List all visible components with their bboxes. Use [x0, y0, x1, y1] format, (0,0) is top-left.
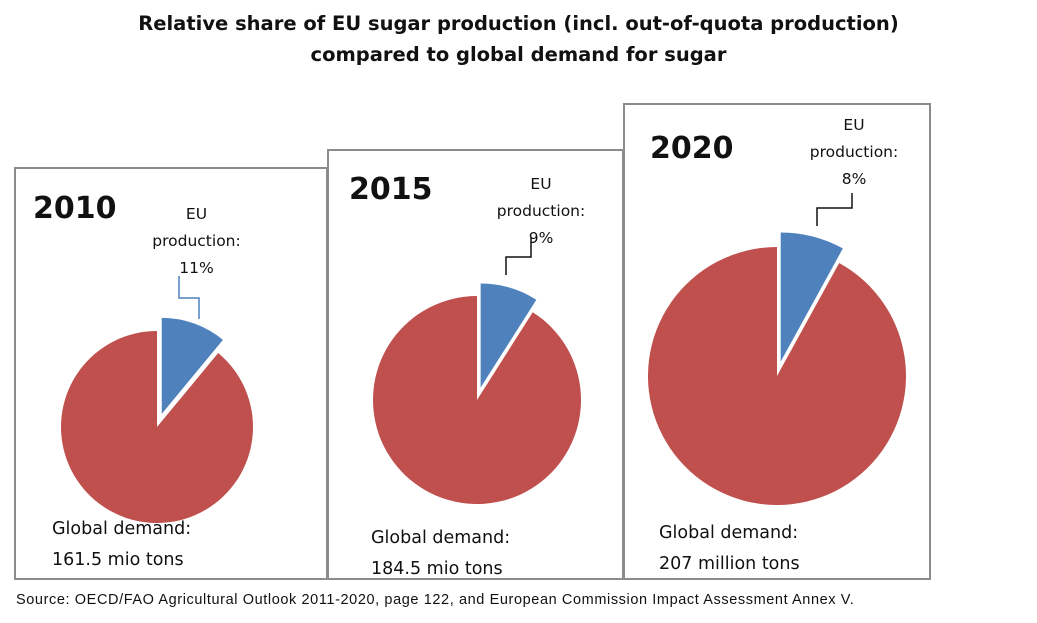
pie-slice-eu-production — [780, 232, 843, 362]
eu-label-pct: 11% — [179, 259, 214, 277]
pie-slice-eu-production — [480, 283, 537, 388]
global-demand-label: Global demand: 207 million tons — [659, 518, 800, 580]
pie-slice-rest-of-demand — [373, 296, 582, 504]
eu-label-pct: 9% — [528, 229, 554, 247]
chart-title-line2: compared to global demand for sugar — [310, 43, 727, 66]
eu-label-line1: EU — [843, 116, 865, 134]
year-label: 2015 — [349, 172, 433, 207]
global-demand-label: Global demand: 161.5 mio tons — [52, 514, 191, 576]
year-label: 2010 — [33, 191, 117, 226]
panel-2015: 2015 EU production: 9% Global demand: 18… — [327, 149, 624, 580]
eu-label-pct: 8% — [841, 170, 867, 188]
eu-production-label: EU production: 9% — [476, 171, 606, 252]
eu-production-label: EU production: 11% — [134, 201, 259, 282]
demand-line2: 161.5 mio tons — [52, 550, 184, 570]
demand-line1: Global demand: — [659, 523, 799, 543]
panel-2020: 2020 EU production: 8% Global demand: 20… — [623, 103, 931, 580]
demand-line1: Global demand: — [371, 528, 511, 548]
eu-label-line1: EU — [185, 205, 208, 223]
year-label: 2020 — [650, 131, 734, 166]
pie-slice-rest-of-demand — [647, 247, 906, 505]
global-demand-label: Global demand: 184.5 mio tons — [371, 523, 510, 585]
eu-label-line2: production: — [496, 202, 586, 220]
eu-label-line2: production: — [809, 143, 899, 161]
pie-chart-2010 — [60, 276, 253, 523]
panel-2010: 2010 EU production: 11% Global demand: 1… — [14, 167, 328, 580]
leader-line — [816, 193, 853, 226]
leader-line — [505, 238, 532, 275]
demand-line2: 184.5 mio tons — [371, 559, 503, 579]
eu-production-label: EU production: 8% — [789, 112, 919, 193]
demand-line1: Global demand: — [52, 519, 192, 539]
pie-slice-eu-production — [161, 317, 223, 414]
leader-line — [178, 276, 200, 319]
pie-slice-rest-of-demand — [60, 331, 253, 523]
demand-line2: 207 million tons — [659, 554, 800, 574]
source-note: Source: OECD/FAO Agricultural Outlook 20… — [16, 592, 855, 608]
eu-label-line2: production: — [152, 232, 241, 250]
chart-title-line1: Relative share of EU sugar production (i… — [138, 12, 899, 35]
pie-chart-2015 — [373, 238, 582, 504]
eu-label-line1: EU — [530, 175, 552, 193]
pie-chart-2020 — [647, 193, 906, 505]
